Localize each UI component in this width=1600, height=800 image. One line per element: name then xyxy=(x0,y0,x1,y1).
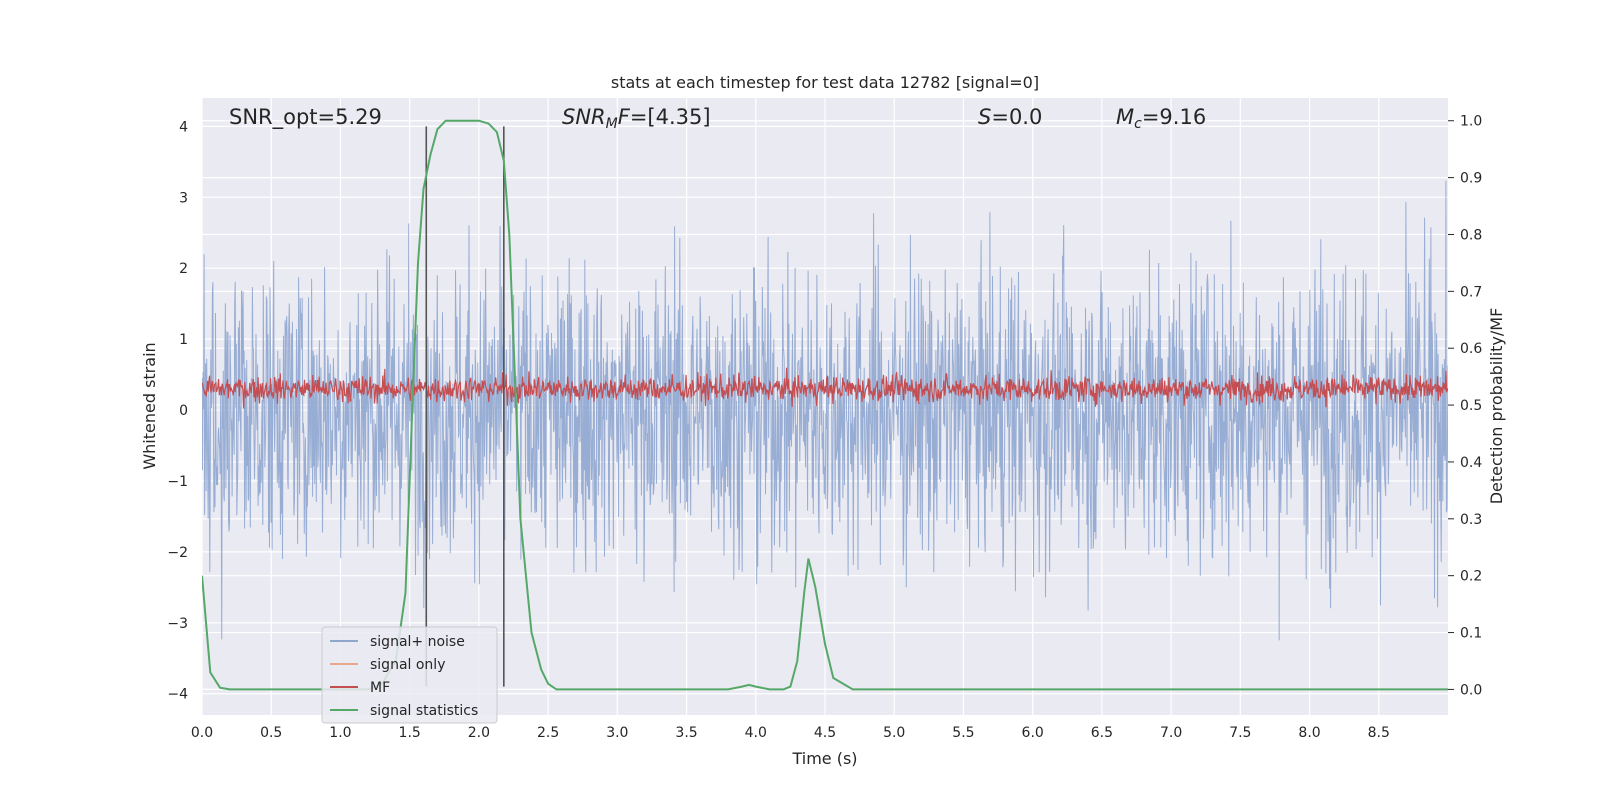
legend: signal+ noise signal only MF signal stat… xyxy=(321,626,498,724)
mc-symbol: M xyxy=(1116,105,1134,129)
y2-tick-label: 0.2 xyxy=(1460,569,1482,585)
x-tick-label: 1.5 xyxy=(399,725,421,741)
x-tick-label: 4.0 xyxy=(745,725,767,741)
x-tick-label: 7.5 xyxy=(1229,725,1251,741)
y2-axis-label: Detection probability/MF xyxy=(1487,308,1506,505)
y-tick-label: −4 xyxy=(167,687,188,703)
vlines xyxy=(425,126,505,687)
y-axis-label: Whitened strain xyxy=(140,342,159,469)
legend-label-signal-only: signal only xyxy=(370,657,445,673)
s-value: =0.0 xyxy=(991,105,1042,129)
mc-value: =9.16 xyxy=(1142,105,1206,129)
y-tick-label: −3 xyxy=(167,616,188,632)
x-tick-label: 4.5 xyxy=(814,725,836,741)
ticks: 0.0 0.5 1.0 1.5 2.0 2.5 3.0 3.5 4.0 4.5 5.0 5.5 6.0 6… xyxy=(167,114,1482,741)
y2-tick-label: 0.1 xyxy=(1460,626,1482,642)
y-tick-label: 1 xyxy=(179,332,188,348)
y2-tick-label: 0.9 xyxy=(1460,171,1482,187)
x-tick-label: 8.0 xyxy=(1298,725,1320,741)
annotation-mc: Mc=9.16 xyxy=(1116,105,1206,132)
x-tick-label: 8.5 xyxy=(1368,725,1390,741)
x-tick-label: 0.0 xyxy=(191,725,213,741)
snr-mf-value: =[4.35] xyxy=(630,105,711,129)
y-tick-label: 2 xyxy=(179,261,188,277)
y2-tick-label: 0.8 xyxy=(1460,227,1482,243)
x-tick-label: 1.0 xyxy=(329,725,351,741)
legend-label-signal-statistics: signal statistics xyxy=(370,703,478,719)
legend-label-mf: MF xyxy=(370,680,390,696)
x-axis-label: Time (s) xyxy=(791,749,857,768)
y-tick-label: −2 xyxy=(167,545,188,561)
y2-tick-label: 0.0 xyxy=(1460,682,1482,698)
chart-title: stats at each timestep for test data 127… xyxy=(611,73,1039,92)
s-symbol: S xyxy=(978,105,991,129)
y-tick-label: 3 xyxy=(179,190,188,206)
mc-subscript: c xyxy=(1134,116,1142,132)
x-tick-label: 0.5 xyxy=(260,725,282,741)
y2-tick-label: 0.4 xyxy=(1460,455,1482,471)
annotation-s: S=0.0 xyxy=(978,105,1042,129)
y2-tick-label: 0.7 xyxy=(1460,284,1482,300)
x-tick-label: 3.0 xyxy=(606,725,628,741)
snr-mf-rest-italic: F xyxy=(618,105,631,129)
x-tick-label: 6.0 xyxy=(1022,725,1044,741)
snr-mf-symbol: SNR xyxy=(562,105,606,129)
y-tick-label: 0 xyxy=(179,403,188,419)
y2-tick-label: 0.5 xyxy=(1460,398,1482,414)
y-tick-label: 4 xyxy=(179,119,188,135)
y2-tick-label: 0.6 xyxy=(1460,341,1482,357)
x-tick-label: 6.5 xyxy=(1091,725,1113,741)
y2-tick-label: 1.0 xyxy=(1460,114,1482,130)
mf-series xyxy=(202,367,1448,409)
legend-label-signal-noise: signal+ noise xyxy=(370,634,465,650)
y-tick-label: −1 xyxy=(167,474,188,490)
x-tick-label: 5.5 xyxy=(952,725,974,741)
x-tick-label: 5.0 xyxy=(883,725,905,741)
x-tick-label: 2.5 xyxy=(537,725,559,741)
legend-box xyxy=(321,626,498,724)
y2-tick-label: 0.3 xyxy=(1460,512,1482,528)
x-tick-label: 3.5 xyxy=(675,725,697,741)
grid xyxy=(201,98,1448,715)
x-tick-label: 7.0 xyxy=(1160,725,1182,741)
signal-noise-series xyxy=(202,180,1448,641)
annotation-snr-mf: SNRMF=[4.35] xyxy=(562,105,711,132)
x-tick-label: 2.0 xyxy=(468,725,490,741)
snr-mf-subscript: M xyxy=(606,116,618,132)
annotation-snr-opt: SNR_opt=5.29 xyxy=(229,105,382,130)
